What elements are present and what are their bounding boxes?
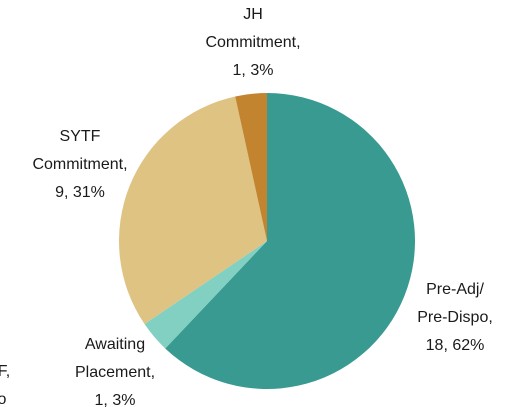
slice-label: Pre-Adj/ xyxy=(426,281,484,298)
pie-slice xyxy=(235,93,267,241)
slice-value-label: 9, 31% xyxy=(55,184,105,201)
pie-slice xyxy=(165,93,416,389)
pie-slice xyxy=(118,96,267,325)
slice-value-label: 18, 62% xyxy=(426,337,485,354)
slice-label: SYTF xyxy=(60,128,101,145)
slice-label: JH xyxy=(243,6,263,23)
slice-label: Placement, xyxy=(75,364,155,381)
clipped-label: F, xyxy=(0,363,10,380)
slice-label: Pre-Dispo, xyxy=(417,309,493,326)
slice-value-label: 1, 3% xyxy=(233,62,274,79)
clipped-label: o xyxy=(0,391,7,407)
slice-value-label: 1, 3% xyxy=(95,392,136,407)
pie-slice xyxy=(144,241,267,349)
slice-label: Awaiting xyxy=(85,336,145,353)
slice-label: Commitment, xyxy=(32,156,127,173)
slice-label: Commitment, xyxy=(205,34,300,51)
